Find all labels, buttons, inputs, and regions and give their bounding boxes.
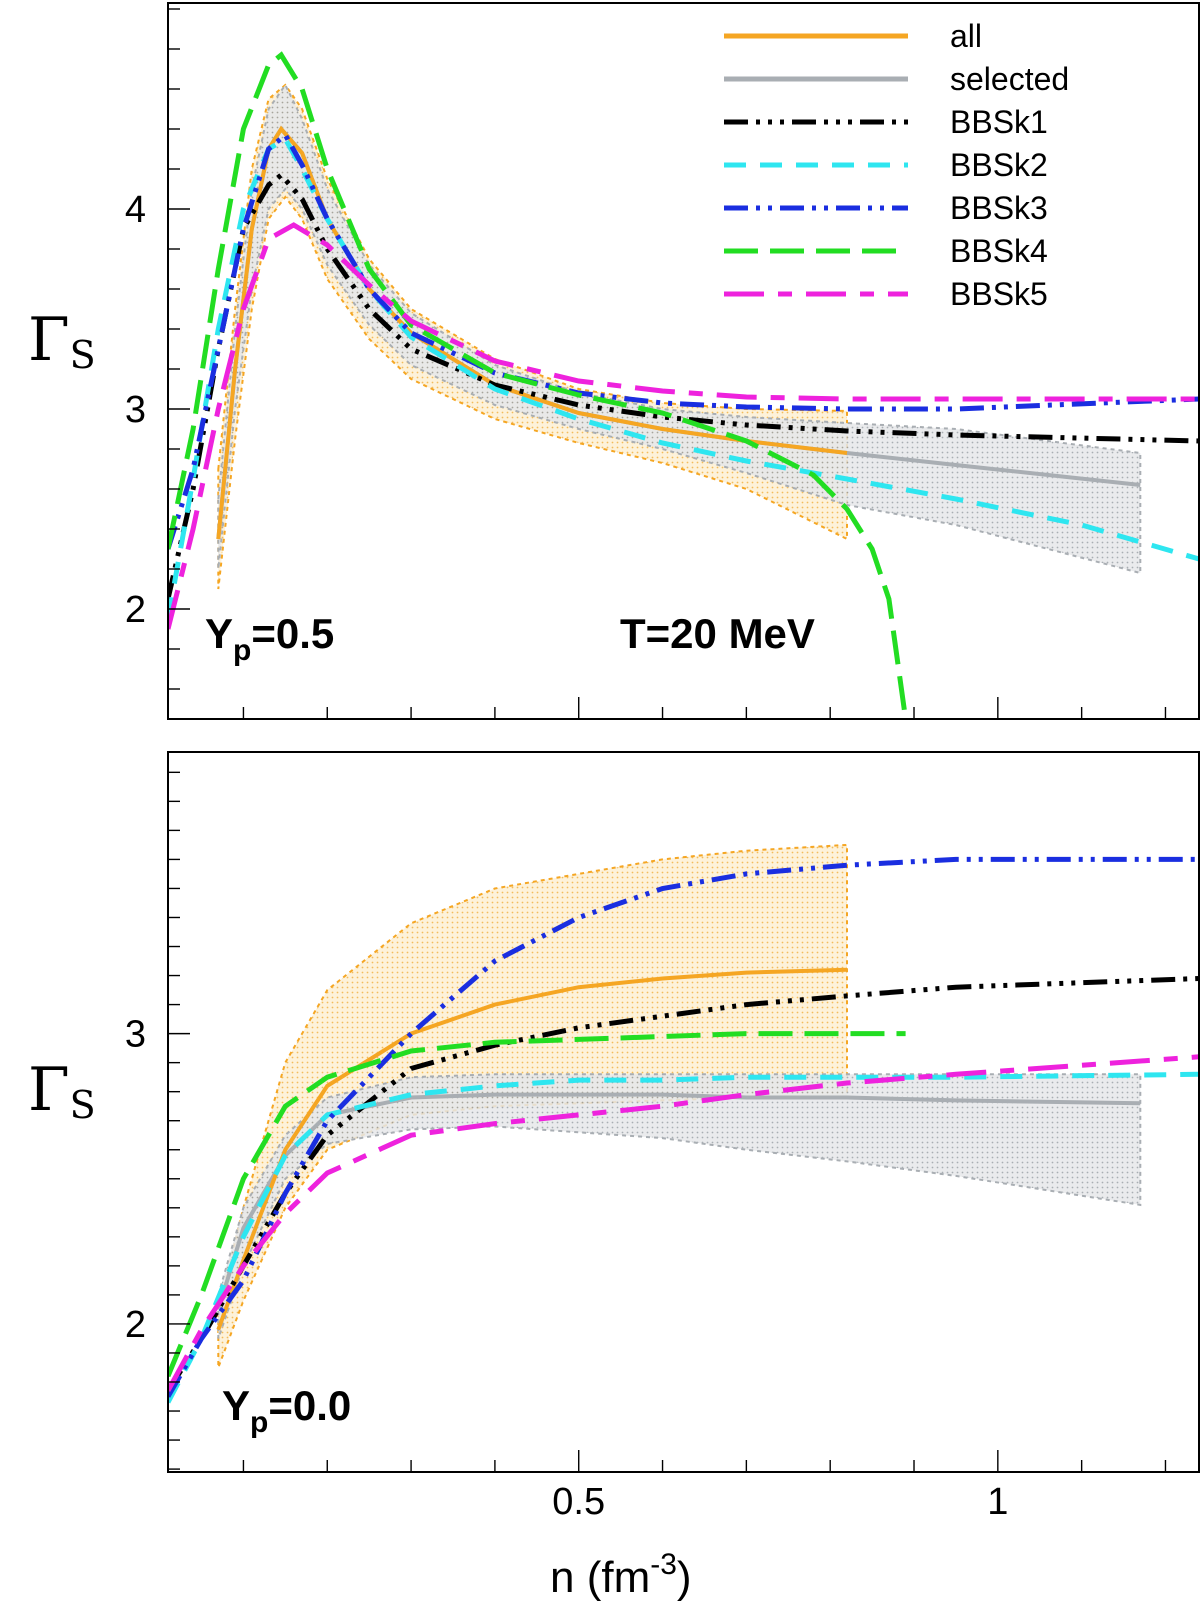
top-y-tick-label: 2: [125, 589, 146, 631]
bottom-series-BBSk2: [168, 1071, 1199, 1404]
top-series-BBSk2: [168, 135, 1199, 620]
top-plot-frame: [167, 2, 1200, 720]
x-tick-label: 1: [987, 1481, 1008, 1523]
top-y-tick-label: 4: [125, 189, 146, 231]
top-series-BBSk1: [168, 171, 1199, 600]
bottom-plot-frame: [167, 751, 1200, 1473]
legend-label-all: all: [950, 18, 982, 54]
top-series-BBSk5: [168, 222, 1199, 630]
top-series-BBSk3: [168, 131, 1199, 550]
top-temperature-annotation: T=20 MeV: [620, 610, 815, 657]
top-lines: [168, 51, 1199, 719]
bottom-series-BBSk3: [168, 856, 1199, 1398]
legend-label-selected: selected: [950, 61, 1069, 97]
bottom-band-selected: [217, 1073, 1142, 1339]
top-y-tick-label: 3: [125, 389, 146, 431]
bottom-lines: [168, 856, 1199, 1404]
bottom-y-tick-label: 2: [125, 1304, 146, 1346]
legend-label-BBSk2: BBSk2: [950, 147, 1048, 183]
legend-label-BBSk1: BBSk1: [950, 104, 1048, 140]
bottom-y-tick-label: 3: [125, 1014, 146, 1056]
top-band-selected: [217, 83, 1142, 575]
bottom-y-axis-label: ΓS: [28, 1055, 96, 1127]
top-bands: [217, 83, 1142, 590]
top-y-axis-label: ΓS: [28, 305, 96, 377]
legend: all selected BBSk1 BBSk2 BBSk3 BBSk4 BBSk5: [724, 18, 1069, 312]
panel-top: 2 3 4 ΓS Yp=0.5 T=20 MeV all selected BBSk1 B…: [28, 2, 1200, 720]
x-tick-label: 0.5: [552, 1481, 605, 1523]
top-axis-ticks: 2 3 4: [125, 8, 1167, 719]
legend-label-BBSk5: BBSk5: [950, 276, 1048, 312]
top-series-BBSk4: [168, 51, 909, 719]
x-axis-label: n (fm-3): [550, 1548, 692, 1602]
bottom-series-all: [216, 967, 848, 1331]
legend-label-BBSk3: BBSk3: [950, 190, 1048, 226]
bottom-axis-ticks: 230.5 1: [125, 771, 1167, 1523]
bottom-series-BBSk4: [168, 1031, 906, 1378]
bottom-series-BBSk5: [168, 1054, 1199, 1392]
legend-label-BBSk4: BBSk4: [950, 233, 1048, 269]
panel-bottom: 230.5 1 ΓS Yp=0.0 n (fm-3): [28, 751, 1200, 1602]
top-yp-annotation: Yp=0.5: [205, 610, 334, 667]
top-band-all: [217, 83, 848, 590]
bottom-yp-annotation: Yp=0.0: [222, 1382, 351, 1439]
